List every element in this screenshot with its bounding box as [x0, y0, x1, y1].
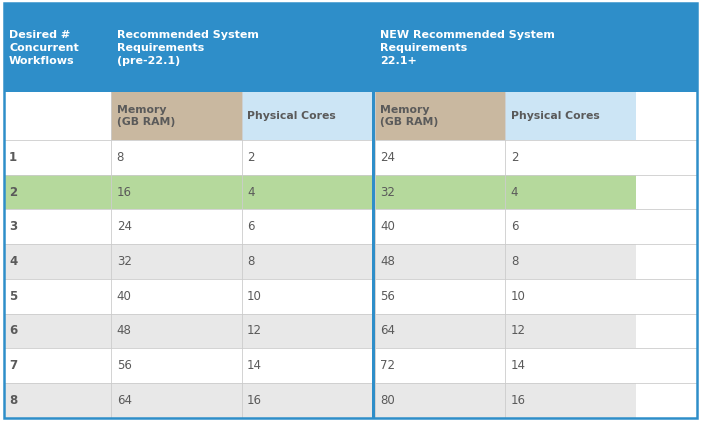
Bar — [4, 210, 111, 244]
Bar — [375, 314, 505, 348]
Bar — [111, 383, 242, 418]
Text: 6: 6 — [9, 325, 18, 337]
Bar — [505, 279, 636, 314]
Text: 4: 4 — [511, 186, 518, 199]
Text: 48: 48 — [381, 255, 395, 268]
Bar — [242, 210, 372, 244]
Bar — [111, 279, 242, 314]
Bar — [505, 244, 636, 279]
Text: 80: 80 — [381, 394, 395, 407]
Text: 12: 12 — [247, 325, 262, 337]
Text: 6: 6 — [511, 220, 518, 233]
Text: NEW Recommended System
Requirements
22.1+: NEW Recommended System Requirements 22.1… — [381, 30, 555, 66]
Text: 2: 2 — [9, 186, 18, 199]
Text: 48: 48 — [116, 325, 132, 337]
Bar — [505, 93, 636, 140]
Bar — [505, 348, 636, 383]
Bar — [375, 210, 505, 244]
Bar — [505, 140, 636, 175]
Text: Desired #
Concurrent
Workflows: Desired # Concurrent Workflows — [9, 30, 79, 66]
Bar — [505, 383, 636, 418]
Text: 64: 64 — [381, 325, 395, 337]
Text: 24: 24 — [381, 151, 395, 164]
Text: 2: 2 — [247, 151, 254, 164]
Bar — [505, 175, 636, 210]
Bar — [505, 314, 636, 348]
Bar — [375, 93, 505, 140]
Text: 4: 4 — [247, 186, 254, 199]
Bar — [4, 3, 697, 93]
Bar — [505, 210, 636, 244]
Text: 2: 2 — [511, 151, 518, 164]
Text: 1: 1 — [9, 151, 18, 164]
Bar — [372, 3, 375, 418]
Text: 16: 16 — [511, 394, 526, 407]
Text: 72: 72 — [381, 359, 395, 372]
Bar — [375, 279, 505, 314]
Bar — [375, 383, 505, 418]
Text: 56: 56 — [116, 359, 132, 372]
Bar — [4, 93, 111, 140]
Text: 24: 24 — [116, 220, 132, 233]
Bar — [375, 348, 505, 383]
Bar — [242, 348, 372, 383]
Bar — [4, 175, 111, 210]
Text: 40: 40 — [116, 290, 132, 303]
Text: 10: 10 — [511, 290, 526, 303]
Text: Physical Cores: Physical Cores — [511, 111, 599, 121]
Text: 14: 14 — [511, 359, 526, 372]
Text: 8: 8 — [511, 255, 518, 268]
Bar — [242, 279, 372, 314]
Text: 16: 16 — [116, 186, 132, 199]
Bar — [242, 383, 372, 418]
Bar — [375, 175, 505, 210]
Text: 8: 8 — [116, 151, 124, 164]
Text: 3: 3 — [9, 220, 18, 233]
Text: Memory
(GB RAM): Memory (GB RAM) — [116, 105, 175, 128]
Text: 8: 8 — [9, 394, 18, 407]
Text: Physical Cores: Physical Cores — [247, 111, 336, 121]
Bar — [375, 140, 505, 175]
Bar — [242, 140, 372, 175]
Bar — [111, 175, 242, 210]
Bar — [111, 210, 242, 244]
Bar — [4, 140, 111, 175]
Text: Recommended System
Requirements
(pre-22.1): Recommended System Requirements (pre-22.… — [116, 30, 259, 66]
Bar — [4, 279, 111, 314]
Bar — [242, 244, 372, 279]
Bar — [4, 314, 111, 348]
Text: 12: 12 — [511, 325, 526, 337]
Bar — [375, 244, 505, 279]
Bar — [111, 140, 242, 175]
Text: 10: 10 — [247, 290, 262, 303]
Text: 4: 4 — [9, 255, 18, 268]
Bar — [111, 314, 242, 348]
Bar — [111, 348, 242, 383]
Text: 64: 64 — [116, 394, 132, 407]
Bar — [4, 348, 111, 383]
Text: Memory
(GB RAM): Memory (GB RAM) — [381, 105, 439, 128]
Bar — [111, 244, 242, 279]
Bar — [242, 314, 372, 348]
Text: 16: 16 — [247, 394, 262, 407]
Bar — [242, 175, 372, 210]
Text: 14: 14 — [247, 359, 262, 372]
Text: 56: 56 — [381, 290, 395, 303]
Text: 8: 8 — [247, 255, 254, 268]
Text: 32: 32 — [116, 255, 132, 268]
Text: 6: 6 — [247, 220, 254, 233]
Bar — [4, 383, 111, 418]
Bar — [111, 93, 242, 140]
Text: 7: 7 — [9, 359, 18, 372]
Text: 32: 32 — [381, 186, 395, 199]
Text: 5: 5 — [9, 290, 18, 303]
Bar — [242, 93, 372, 140]
Bar — [4, 244, 111, 279]
Text: 40: 40 — [381, 220, 395, 233]
